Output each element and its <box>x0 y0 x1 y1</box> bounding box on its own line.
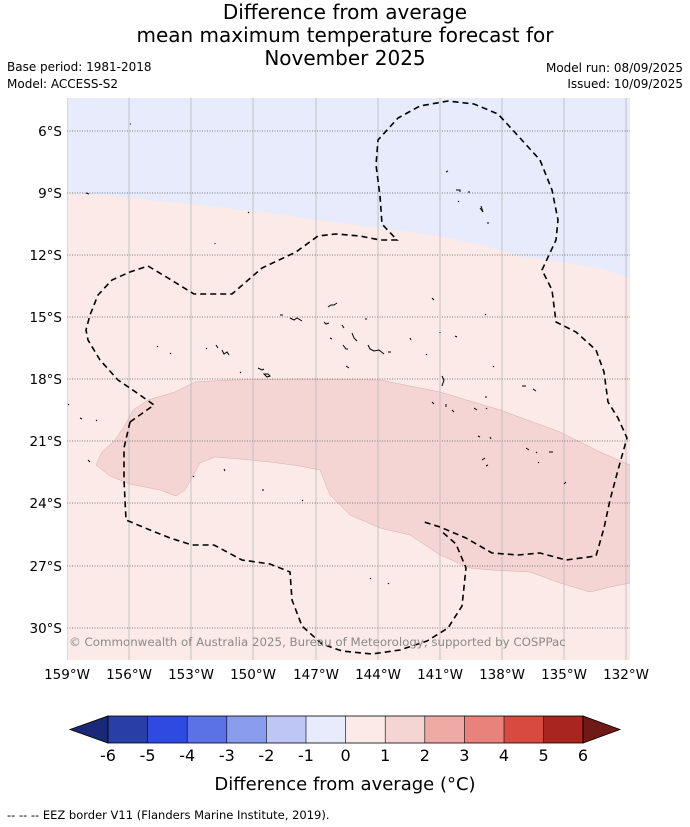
colorbar-under-arrow <box>68 715 109 744</box>
base-period: Base period: 1981-2018 <box>7 60 152 74</box>
lat-label: 30°S <box>30 621 63 637</box>
forecast-map: © Commonwealth of Australia 2025, Bureau… <box>30 98 649 795</box>
lat-label: 24°S <box>30 496 63 512</box>
colorbar-bin <box>266 716 306 743</box>
model-run: Model run: 08/09/2025 <box>545 61 683 75</box>
colorbar-tick: -1 <box>298 746 314 765</box>
lon-label: 144°W <box>355 667 401 683</box>
lon-label: 132°W <box>603 667 649 683</box>
lon-label: 135°W <box>541 667 587 683</box>
issued-date: Issued: 10/09/2025 <box>567 77 683 91</box>
cool-region <box>67 98 630 278</box>
lon-label: 153°W <box>168 667 214 683</box>
colorbar-bin <box>345 716 386 743</box>
lat-label: 15°S <box>30 310 63 326</box>
colorbar-tick: 5 <box>539 746 549 765</box>
colorbar-tick: -2 <box>258 746 274 765</box>
lat-labels: 6°S 9°S 12°S 15°S 18°S 21°S 24°S 27°S 30… <box>30 124 63 637</box>
lon-label: 147°W <box>293 667 339 683</box>
colorbar-bin <box>504 716 544 743</box>
lon-label: 138°W <box>479 667 525 683</box>
lat-label: 18°S <box>30 372 63 388</box>
colorbar-bin <box>385 716 425 743</box>
colorbar-bin <box>306 716 346 743</box>
colorbar: -6 -5 -4 -3 -2 -1 0 1 2 3 4 5 6 Differen… <box>68 715 622 795</box>
colorbar-tick: 1 <box>380 746 390 765</box>
lat-label: 6°S <box>38 124 62 140</box>
colorbar-tick: -4 <box>179 746 195 765</box>
colorbar-tick: 3 <box>459 746 469 765</box>
colorbar-tick: 6 <box>578 746 588 765</box>
lon-gridlines <box>67 98 627 660</box>
title-line-1: Difference from average <box>222 0 468 24</box>
lat-label: 27°S <box>30 559 63 575</box>
title-line-2: mean maximum temperature forecast for <box>136 23 554 47</box>
lon-label: 141°W <box>417 667 463 683</box>
colorbar-bin <box>187 716 227 743</box>
eez-borders <box>85 100 628 655</box>
lon-label: 150°W <box>230 667 276 683</box>
lon-label: 159°W <box>44 667 90 683</box>
colorbar-tick: 0 <box>341 746 351 765</box>
colorbar-tick: 4 <box>499 746 509 765</box>
model-name: Model: ACCESS-S2 <box>7 77 119 91</box>
lon-labels: 159°W 156°W 153°W 150°W 147°W 144°W 141°… <box>44 667 649 683</box>
colorbar-label: Difference from average (°C) <box>214 774 475 795</box>
colorbar-tick: -3 <box>219 746 235 765</box>
warm-1-2-region <box>95 378 630 593</box>
lon-label: 156°W <box>106 667 152 683</box>
colorbar-bin <box>543 716 584 743</box>
copyright-text: © Commonwealth of Australia 2025, Bureau… <box>69 635 566 649</box>
lat-label: 12°S <box>30 248 63 264</box>
eez-legend: -- -- -- EEZ border V11 (Flanders Marine… <box>7 808 330 822</box>
colorbar-tick: 2 <box>420 746 430 765</box>
colorbar-over-arrow <box>582 715 622 744</box>
islands <box>67 123 567 585</box>
colorbar-tick: -5 <box>140 746 156 765</box>
colorbar-tick: -6 <box>100 746 116 765</box>
colorbar-bin <box>424 716 465 743</box>
colorbar-bin <box>147 716 188 743</box>
lat-label: 21°S <box>30 434 63 450</box>
colorbar-bin <box>108 716 148 743</box>
lat-label: 9°S <box>38 186 62 202</box>
title-line-3: November 2025 <box>264 46 426 70</box>
colorbar-bin <box>464 716 504 743</box>
colorbar-bin <box>226 716 267 743</box>
